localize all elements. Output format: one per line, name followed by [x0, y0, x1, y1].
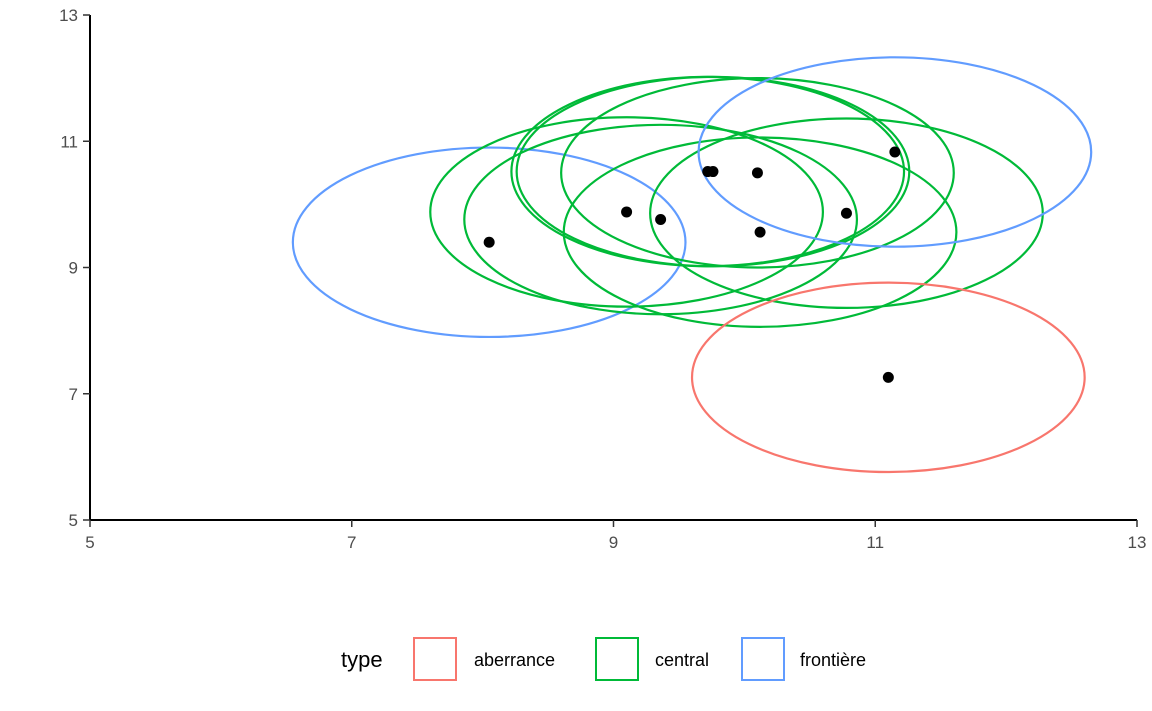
- legend-title: type: [341, 647, 383, 672]
- y-ticks: 5 7 9 11 13: [59, 6, 90, 530]
- x-tick-label: 5: [85, 533, 94, 552]
- y-tick-label: 9: [69, 259, 78, 278]
- data-point: [882, 371, 894, 383]
- data-point: [707, 166, 719, 178]
- legend-label: central: [655, 650, 709, 670]
- legend-items: aberrance central frontière: [413, 637, 866, 681]
- ellipse-central: [560, 77, 955, 269]
- ellipse-central: [562, 136, 958, 328]
- y-tick-label: 13: [59, 6, 78, 25]
- point-layer: [483, 146, 901, 383]
- ellipse-frontière: [291, 146, 687, 339]
- ellipse-central: [429, 116, 825, 308]
- legend-label: frontière: [800, 650, 866, 670]
- data-point: [754, 226, 766, 238]
- x-tick-label: 7: [347, 533, 356, 552]
- data-point: [483, 236, 495, 248]
- legend-key-3: [741, 637, 785, 681]
- legend: type aberrance central frontière: [341, 637, 866, 681]
- data-point: [655, 214, 667, 226]
- y-tick-label: 11: [60, 132, 78, 151]
- ellipse-layer: [291, 56, 1093, 474]
- legend-key-2: [595, 637, 639, 681]
- x-tick-label: 11: [866, 533, 884, 552]
- x-tick-label: 13: [1128, 533, 1147, 552]
- ellipse-frontière: [697, 56, 1093, 248]
- data-point: [751, 167, 763, 179]
- data-point: [840, 207, 852, 219]
- x-ticks: 5 7 9 11 13: [85, 520, 1146, 552]
- y-tick-label: 5: [69, 511, 78, 530]
- ellipse-aberrance: [690, 281, 1086, 474]
- x-tick-label: 9: [609, 533, 618, 552]
- legend-label: aberrance: [474, 650, 555, 670]
- legend-key-1: [413, 637, 457, 681]
- data-point: [889, 146, 901, 158]
- data-point: [621, 206, 633, 218]
- y-tick-label: 7: [69, 385, 78, 404]
